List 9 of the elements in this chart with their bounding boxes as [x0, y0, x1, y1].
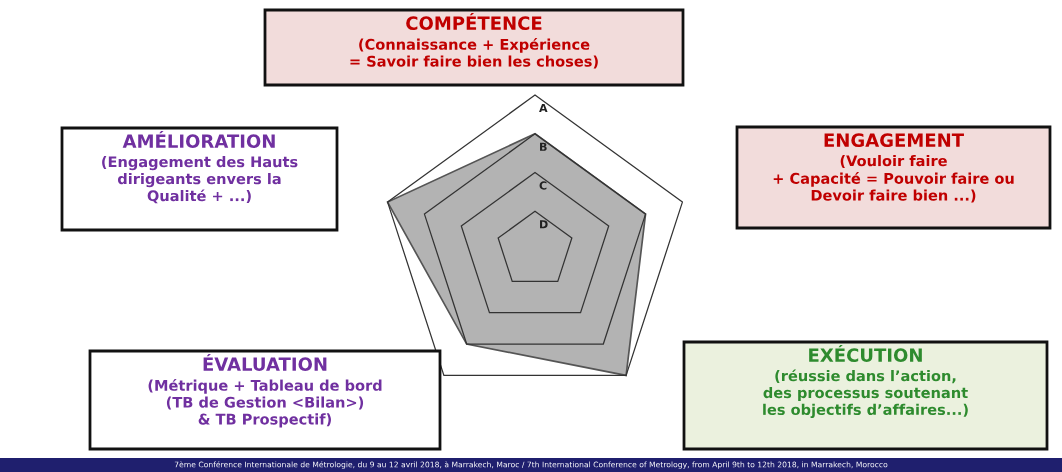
spoke-label: EXÉCUTION (réussie dans l’action, des processus soutenant les objectifs d’affaires...)	[763, 345, 968, 418]
spoke-label: AMÉLIORATION (Engagement des Hauts dirigeants envers la Qualité + ...)	[102, 131, 298, 204]
spoke-label: COMPÉTENCE (Connaissance + Expérience = Savoir faire bien les choses)	[350, 13, 598, 69]
y-tick-label: D	[540, 220, 548, 229]
y-tick-label: B	[540, 142, 547, 151]
spoke-label: ENGAGEMENT (Vouloir faire + Capacité = Pouvoir faire ou Devoir faire bien ...)	[773, 133, 1014, 203]
y-tick-label: A	[539, 103, 548, 113]
y-tick-label: C	[539, 181, 547, 190]
spoke-label: ÉVALUATION (Métrique + Tableau de bord (TB de Gestion <Bilan>) & TB Prospectif)	[148, 354, 382, 428]
